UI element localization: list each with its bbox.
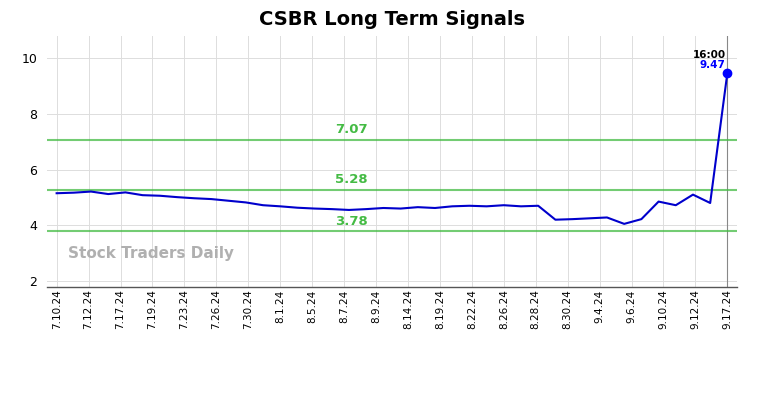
Text: 16:00: 16:00 — [692, 50, 726, 60]
Text: 5.28: 5.28 — [336, 173, 368, 186]
Text: 9.47: 9.47 — [700, 60, 726, 70]
Title: CSBR Long Term Signals: CSBR Long Term Signals — [259, 10, 525, 29]
Text: 3.78: 3.78 — [336, 215, 368, 228]
Text: 7.07: 7.07 — [336, 123, 368, 136]
Text: Stock Traders Daily: Stock Traders Daily — [67, 246, 234, 261]
